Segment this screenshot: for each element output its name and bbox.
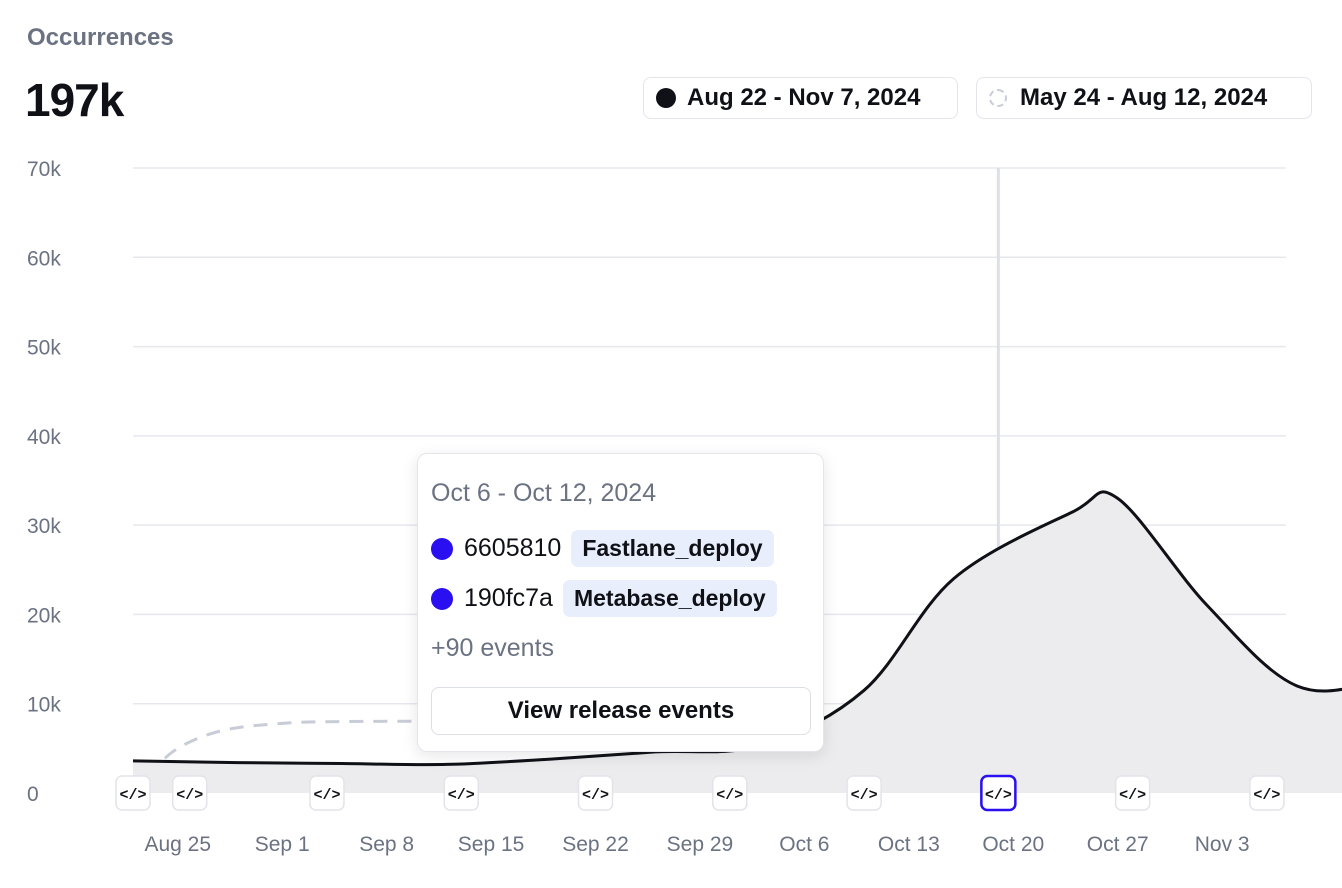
x-tick-label: Sep 1 (255, 833, 310, 856)
series-group (132, 490, 1342, 793)
release-markers: </></></></></></></></></></></></></> (115, 774, 1285, 812)
x-tick-label: Oct 20 (982, 833, 1044, 856)
release-marker[interactable]: </> (980, 774, 1017, 812)
release-marker[interactable]: </> (712, 775, 748, 811)
code-icon: </> (313, 787, 340, 804)
x-tick-label: Nov 3 (1195, 833, 1250, 856)
release-marker-box (171, 775, 208, 811)
y-tick-label: 60k (27, 247, 61, 270)
y-tick-label: 30k (27, 515, 61, 538)
x-tick-label: Sep 29 (667, 833, 734, 856)
code-icon: </> (1253, 787, 1280, 804)
release-marker-box (846, 775, 882, 811)
code-icon: </> (716, 787, 743, 804)
code-icon: </> (119, 787, 146, 804)
x-tick-label: Sep 8 (359, 833, 414, 856)
release-marker-box (980, 774, 1017, 812)
view-release-events-button[interactable]: View release events (431, 687, 811, 735)
x-tick-label: Sep 22 (562, 833, 629, 856)
release-tag: Metabase_deploy (562, 580, 777, 617)
code-icon: </> (582, 787, 609, 804)
release-marker[interactable]: </> (443, 775, 479, 811)
release-marker[interactable]: </> (171, 775, 208, 811)
release-marker[interactable]: </> (1249, 775, 1285, 811)
release-marker-box (115, 775, 151, 811)
y-tick-label: 20k (27, 604, 61, 627)
x-tick-label: Oct 6 (779, 833, 829, 856)
more-events-text[interactable]: +90 events (431, 634, 555, 662)
release-dot-icon (431, 587, 453, 610)
metric-label: Occurrences (27, 24, 174, 51)
legend-previous-period[interactable]: May 24 - Aug 12, 2024 (976, 77, 1312, 119)
series-area-current (133, 491, 1342, 793)
release-marker-box (1114, 775, 1151, 811)
release-marker[interactable]: </> (846, 775, 882, 811)
solid-dot-icon (656, 88, 676, 108)
release-dot-icon (431, 537, 453, 560)
legend-current-period[interactable]: Aug 22 - Nov 7, 2024 (643, 77, 958, 119)
release-marker-box (1249, 775, 1285, 811)
code-icon: </> (1119, 787, 1146, 804)
code-icon: </> (985, 787, 1012, 804)
y-tick-label: 70k (27, 158, 61, 181)
x-tick-label: Aug 25 (144, 833, 211, 856)
x-tick-label: Oct 27 (1087, 833, 1149, 856)
release-marker-box (577, 775, 614, 811)
legend-current-label: Aug 22 - Nov 7, 2024 (687, 84, 921, 111)
x-tick-label: Oct 13 (878, 833, 940, 856)
release-marker[interactable]: </> (309, 775, 345, 811)
tooltip-release-row[interactable]: 6605810 Fastlane_deploy (431, 530, 774, 567)
release-marker-box (443, 775, 479, 811)
y-tick-label: 40k (27, 426, 61, 449)
y-tick-label: 50k (27, 337, 61, 360)
metric-value: 197k (25, 74, 124, 126)
y-axis-ticks: 0 10k 20k 30k 40k 50k 60k 70k (27, 158, 61, 806)
release-tooltip: Oct 6 - Oct 12, 2024 6605810 Fastlane_de… (417, 453, 824, 752)
tooltip-title: Oct 6 - Oct 12, 2024 (431, 479, 657, 507)
tooltip-release-row[interactable]: 190fc7a Metabase_deploy (431, 580, 777, 617)
code-icon: </> (851, 787, 878, 804)
y-tick-label: 0 (27, 783, 39, 806)
series-line-previous (146, 719, 1342, 777)
x-axis-ticks: Aug 25 Sep 1 Sep 8 Sep 15 Sep 22 Sep 29 Oct 6 O… (144, 833, 1249, 856)
code-icon: </> (176, 787, 203, 804)
release-marker[interactable]: </> (1114, 775, 1151, 811)
release-sha: 6605810 (464, 534, 562, 562)
dashed-circle-icon (989, 89, 1007, 107)
x-tick-label: Sep 15 (458, 833, 525, 856)
release-marker-box (712, 775, 748, 811)
release-sha: 190fc7a (464, 584, 553, 612)
code-icon: </> (448, 787, 475, 804)
legend-previous-label: May 24 - Aug 12, 2024 (1020, 84, 1268, 111)
release-marker[interactable]: </> (577, 775, 614, 811)
release-marker-box (309, 775, 345, 811)
series-line-current (132, 490, 1342, 767)
release-tag: Fastlane_deploy (571, 530, 774, 567)
release-marker[interactable]: </> (115, 775, 151, 811)
y-tick-label: 10k (27, 694, 61, 717)
